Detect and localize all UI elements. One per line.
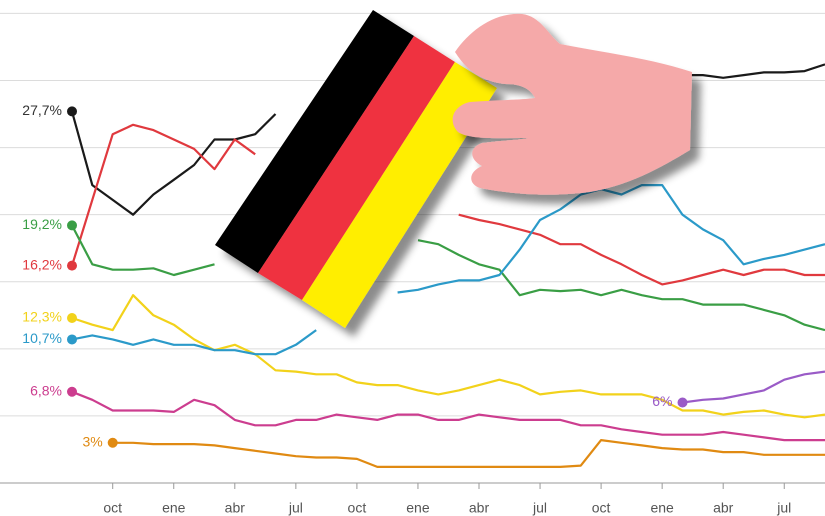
value-label: 19,2%	[22, 216, 62, 232]
series-line	[397, 184, 825, 294]
series-line	[70, 111, 277, 216]
x-tick-label: ene	[162, 500, 186, 516]
x-tick-label: ene	[406, 500, 430, 516]
series-line	[112, 439, 825, 468]
x-tick-label: abr	[713, 500, 734, 516]
series-line	[417, 239, 825, 332]
flag-stripe-red	[258, 36, 455, 300]
value-label: 6,8%	[30, 382, 62, 398]
point-marker	[67, 334, 77, 345]
point-marker	[677, 397, 688, 408]
point-marker	[67, 106, 77, 117]
x-tick-label: oct	[592, 500, 611, 516]
flag-stripe-black	[215, 10, 414, 273]
series-line	[682, 63, 825, 79]
series-line	[71, 224, 215, 277]
series-line	[682, 370, 825, 404]
flag	[215, 10, 497, 328]
hand	[452, 13, 692, 195]
point-marker	[67, 312, 77, 323]
series-line	[71, 294, 825, 419]
x-tick-label: abr	[225, 500, 246, 516]
point-marker	[67, 386, 77, 397]
value-label: 12,3%	[22, 309, 62, 325]
value-label: 10,7%	[22, 330, 62, 346]
x-tick-label: jul	[532, 500, 547, 516]
x-tick-label: jul	[776, 500, 791, 516]
x-tick-label: oct	[103, 500, 122, 516]
series-line	[458, 213, 825, 286]
series-line	[71, 329, 317, 356]
series-line	[71, 390, 825, 442]
x-tick-label: oct	[348, 500, 367, 516]
point-marker	[107, 437, 118, 448]
point-marker	[67, 220, 77, 231]
x-tick-label: ene	[650, 500, 674, 516]
value-label: 6%	[652, 393, 672, 409]
plot-area: oct ene abr jul oct ene abr jul oct ene abr jul 27,7…	[0, 12, 825, 516]
value-label: 16,2%	[22, 256, 62, 272]
value-label: 27,7%	[22, 102, 62, 118]
flag-stripe-gold	[302, 62, 497, 328]
value-label: 3%	[82, 433, 102, 449]
series-line	[70, 123, 256, 267]
x-tick-label: jul	[288, 500, 303, 516]
x-tick-label: abr	[469, 500, 490, 516]
illustration	[215, 10, 692, 328]
point-marker	[67, 260, 77, 271]
